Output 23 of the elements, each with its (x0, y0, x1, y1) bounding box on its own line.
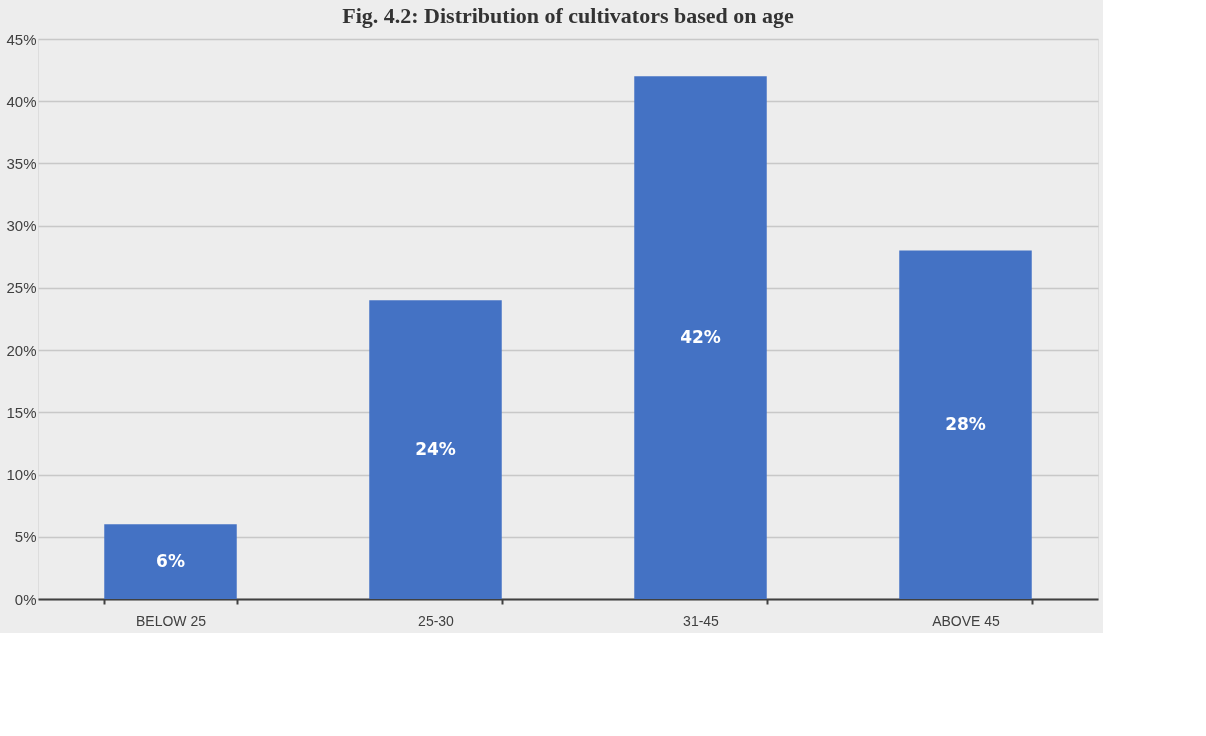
chart-title: Fig. 4.2: Distribution of cultivators based on age (342, 3, 795, 28)
y-tick-label: 10% (6, 466, 37, 484)
x-tick-label: 25-30 (418, 612, 455, 629)
bar (899, 250, 1032, 599)
data-label: 24% (415, 438, 456, 459)
y-tick-label: 30% (6, 217, 37, 235)
x-tick-label: ABOVE 45 (932, 612, 1001, 629)
y-tick-label: 25% (6, 279, 37, 297)
y-tick-label: 45% (6, 30, 37, 48)
bar (634, 76, 767, 599)
bar (369, 300, 502, 599)
x-tick-label: 31-45 (683, 612, 720, 629)
bar (104, 524, 237, 599)
y-tick-label: 20% (6, 341, 37, 359)
y-tick-label: 5% (14, 528, 37, 546)
y-tick-label: 0% (14, 590, 37, 608)
y-tick-label: 40% (6, 92, 37, 110)
data-label: 28% (945, 413, 986, 434)
y-tick-label: 15% (6, 403, 37, 421)
y-tick-label: 35% (6, 154, 37, 172)
data-label: 42% (680, 326, 721, 347)
data-label: 6% (156, 550, 185, 571)
x-tick-label: BELOW 25 (135, 612, 207, 629)
